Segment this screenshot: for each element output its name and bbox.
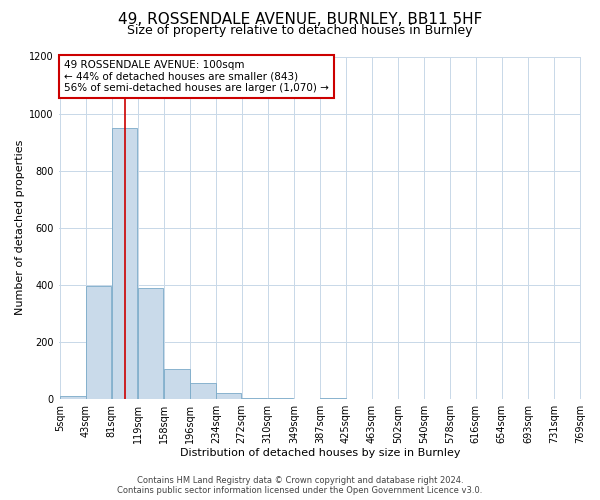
- Bar: [268, 398, 293, 399]
- Bar: [190, 384, 215, 399]
- Text: Contains HM Land Registry data © Crown copyright and database right 2024.
Contai: Contains HM Land Registry data © Crown c…: [118, 476, 482, 495]
- Bar: [242, 398, 267, 399]
- Text: 49 ROSSENDALE AVENUE: 100sqm
← 44% of detached houses are smaller (843)
56% of s: 49 ROSSENDALE AVENUE: 100sqm ← 44% of de…: [64, 60, 329, 93]
- X-axis label: Distribution of detached houses by size in Burnley: Distribution of detached houses by size …: [179, 448, 460, 458]
- Y-axis label: Number of detached properties: Number of detached properties: [15, 140, 25, 316]
- Bar: [164, 369, 190, 399]
- Text: Size of property relative to detached houses in Burnley: Size of property relative to detached ho…: [127, 24, 473, 37]
- Bar: [138, 288, 163, 399]
- Bar: [320, 398, 346, 399]
- Bar: [112, 128, 137, 399]
- Bar: [216, 392, 241, 399]
- Text: 49, ROSSENDALE AVENUE, BURNLEY, BB11 5HF: 49, ROSSENDALE AVENUE, BURNLEY, BB11 5HF: [118, 12, 482, 26]
- Bar: [60, 396, 86, 399]
- Bar: [86, 286, 112, 399]
